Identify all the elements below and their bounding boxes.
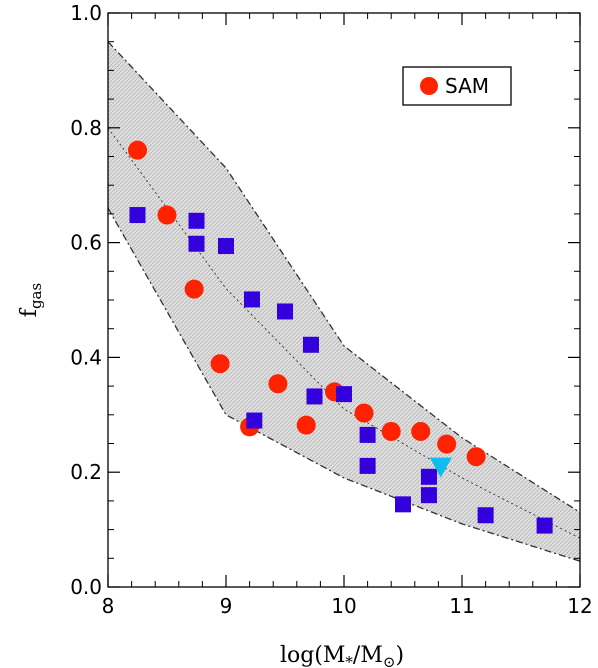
band-lower-edge [107,207,581,562]
circle-point [466,447,486,467]
circle-point [184,279,204,299]
x-tick-label: 8 [102,594,115,618]
circle-point [128,140,147,160]
y-tick-label: 0.2 [70,460,102,484]
y-axis-label: fgas [17,283,45,317]
square-point [336,386,352,403]
series-square [129,207,553,534]
square-point [306,388,323,405]
x-tick-label: 12 [567,594,592,618]
x-tick-label: 11 [449,594,474,618]
y-tick-label: 0.8 [70,116,102,140]
square-point [359,426,376,443]
circle-point [437,434,457,454]
legend-marker-sam [420,77,438,95]
circle-point [381,421,401,441]
circle-point [411,421,431,441]
square-point [477,507,494,524]
y-tick-label: 0.0 [70,575,102,599]
band-fill [108,41,580,562]
series-triangle-down [429,457,452,478]
x-tick-label: 10 [331,594,356,618]
circle-point [296,415,316,435]
x-tick-label: 9 [220,594,233,618]
square-point [188,212,205,229]
square-point [359,457,376,474]
circle-point [268,374,288,394]
y-tick-label: 1.0 [70,1,102,25]
square-point [536,517,553,534]
triangle-point [429,457,452,478]
y-tick-label: 0.4 [70,345,102,369]
square-point [218,238,234,255]
square-point [188,235,205,252]
circle-point [210,354,230,374]
axes: 8 9 10 11 12 0.0 0.2 0.4 0.6 0.8 1.0 [70,1,593,618]
square-point [420,468,437,485]
circle-point [354,403,374,423]
square-point [395,496,411,513]
square-point [277,303,293,320]
x-axis-label: log(M*/M⊙) [280,643,404,668]
square-point [246,412,263,429]
shaded-band [107,41,581,562]
legend-label-sam: SAM [445,74,489,98]
square-point [420,487,437,504]
square-point [129,207,146,224]
circle-point [157,205,177,225]
band-upper-edge [107,41,581,513]
legend: SAM [402,66,512,106]
data-markers [128,140,553,534]
y-tick-label: 0.6 [70,231,102,255]
square-point [243,291,260,308]
square-point [302,336,319,353]
